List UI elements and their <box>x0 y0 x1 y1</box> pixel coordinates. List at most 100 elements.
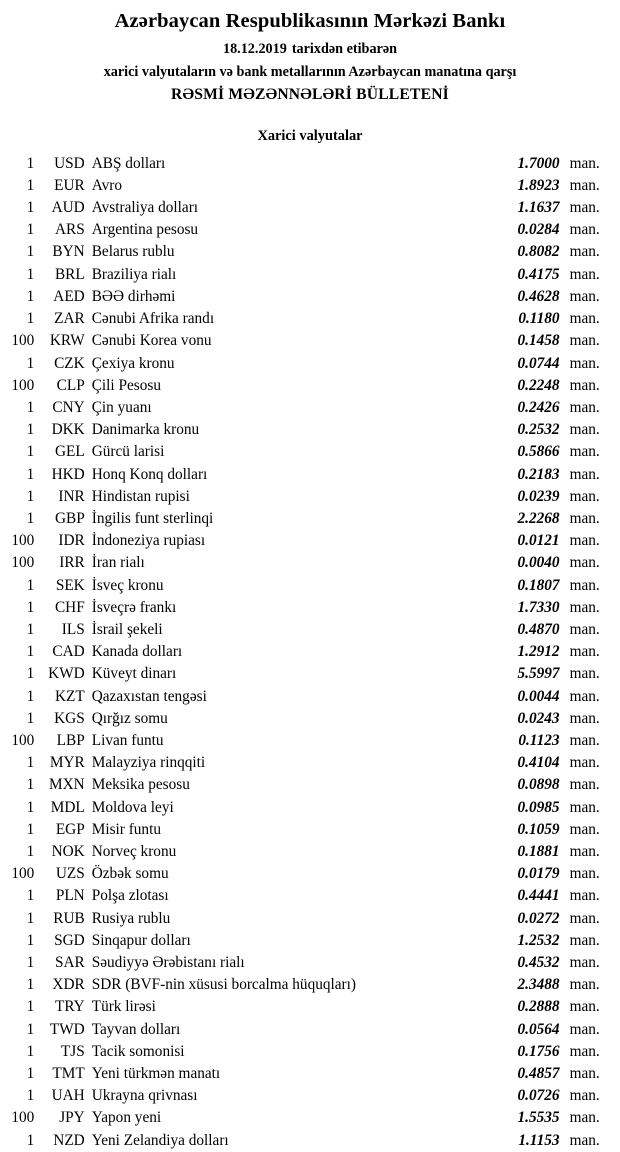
table-row: 1 EGP Misir funtu 0.1059 man. <box>0 819 620 841</box>
currency-unit: man. <box>569 643 600 661</box>
currency-code: UZS <box>55 865 85 883</box>
currency-quantity: 1 <box>26 976 35 994</box>
currency-rate: 0.0044 <box>517 687 560 705</box>
currency-quantity: 1 <box>26 776 35 794</box>
currency-quantity: 100 <box>11 376 35 394</box>
currency-unit: man. <box>569 598 600 616</box>
currency-code: LBP <box>56 731 85 749</box>
currency-rate: 2.2268 <box>517 509 560 527</box>
currency-quantity: 100 <box>11 731 35 749</box>
currency-code: SGD <box>54 931 85 949</box>
currency-unit: man. <box>569 731 600 749</box>
currency-rate: 1.5535 <box>517 1109 560 1127</box>
currency-name: İsveç kronu <box>91 576 164 594</box>
currency-unit: man. <box>569 887 600 905</box>
currency-quantity: 100 <box>11 532 35 550</box>
subject-line: xarici valyutaların və bank metallarının… <box>103 63 517 80</box>
table-row: 1 HKD Honq Konq dolları 0.2183 man. <box>0 464 620 486</box>
currency-unit: man. <box>569 1020 600 1038</box>
currency-rate: 0.4532 <box>517 953 560 971</box>
currency-quantity: 1 <box>26 465 35 483</box>
currency-quantity: 1 <box>26 931 35 949</box>
currency-name: Çin yuanı <box>91 398 152 416</box>
table-row: 1 MXN Meksika pesosu 0.0898 man. <box>0 774 620 796</box>
effective-date-line: 18.12.2019 tarixdən etibarən <box>0 41 620 58</box>
currency-unit: man. <box>569 576 600 594</box>
currency-code: KRW <box>49 332 85 350</box>
currency-unit: man. <box>569 1042 600 1060</box>
table-row: 1 NZD Yeni Zelandiya dolları 1.1153 man. <box>0 1130 620 1152</box>
currency-rate: 1.1153 <box>518 1131 560 1149</box>
currency-name: Küveyt dinarı <box>91 665 177 683</box>
currency-name: SDR (BVF-nin xüsusi borcalma hüquqları) <box>91 976 356 994</box>
currency-quantity: 1 <box>26 709 35 727</box>
currency-unit: man. <box>569 310 600 328</box>
currency-rate: 0.0898 <box>517 776 560 794</box>
currency-name: Qırğız somu <box>91 709 168 727</box>
document-header: Azərbaycan Respublikasının Mərkəzi Bankı… <box>0 0 620 104</box>
table-row: 100 JPY Yapon yeni 1.5535 man. <box>0 1107 620 1129</box>
currency-name: Rusiya rublu <box>91 909 171 927</box>
currency-rate: 0.0243 <box>517 709 560 727</box>
currency-rate: 0.1756 <box>517 1042 560 1060</box>
currency-unit: man. <box>569 221 600 239</box>
currency-code: NZD <box>53 1131 85 1149</box>
currency-rate: 0.0272 <box>517 909 560 927</box>
currency-name: Avro <box>91 176 123 194</box>
currency-rate: 0.0121 <box>517 532 560 550</box>
currency-rate: 0.0744 <box>517 354 560 372</box>
currency-rate: 0.0726 <box>517 1087 560 1105</box>
table-row: 1 TJS Tacik somonisi 0.1756 man. <box>0 1041 620 1063</box>
currency-name: Moldova leyi <box>91 798 174 816</box>
currency-unit: man. <box>569 754 600 772</box>
currency-quantity: 1 <box>26 154 35 172</box>
currency-quantity: 1 <box>26 421 35 439</box>
currency-name: Honq Konq dolları <box>91 465 208 483</box>
currency-unit: man. <box>569 820 600 838</box>
currency-name: Tacik somonisi <box>91 1042 185 1060</box>
currency-code: ARS <box>54 221 85 239</box>
currency-name: Danimarka kronu <box>91 421 200 439</box>
currency-rate: 0.0564 <box>517 1020 560 1038</box>
currency-rate: 0.1881 <box>517 842 560 860</box>
currency-name: Tayvan dolları <box>91 1020 181 1038</box>
table-row: 1 MDL Moldova leyi 0.0985 man. <box>0 797 620 819</box>
currency-name: İngilis funt sterlinqi <box>91 509 214 527</box>
currency-quantity: 1 <box>26 509 35 527</box>
currency-quantity: 1 <box>26 1020 35 1038</box>
currency-code: DKK <box>51 421 85 439</box>
currency-unit: man. <box>569 953 600 971</box>
currency-rate: 1.1637 <box>517 199 560 217</box>
currency-unit: man. <box>569 620 600 638</box>
currency-name: Çexiya kronu <box>91 354 175 372</box>
currency-rate: 0.1458 <box>517 332 560 350</box>
currency-quantity: 1 <box>26 820 35 838</box>
currency-unit: man. <box>569 243 600 261</box>
currency-name: Avstraliya dolları <box>91 199 199 217</box>
currency-code: HKD <box>51 465 85 483</box>
currency-rate: 0.1123 <box>518 731 560 749</box>
currency-code: KWD <box>48 665 85 683</box>
table-row: 1 CHF İsveçrə frankı 1.7330 man. <box>0 597 620 619</box>
currency-unit: man. <box>569 332 600 350</box>
currency-code: TJS <box>60 1042 85 1060</box>
currency-code: EGP <box>55 820 85 838</box>
currency-code: CAD <box>52 643 85 661</box>
currency-rate: 0.4175 <box>517 265 560 283</box>
currency-code: KZT <box>54 687 85 705</box>
currency-quantity: 1 <box>26 754 35 772</box>
currency-name: Qazaxıstan tengəsi <box>91 687 207 705</box>
currency-quantity: 1 <box>26 598 35 616</box>
currency-quantity: 1 <box>26 310 35 328</box>
currency-quantity: 1 <box>26 265 35 283</box>
table-row: 100 KRW Cənubi Korea vonu 0.1458 man. <box>0 330 620 352</box>
bulletin-title: RƏSMİ MƏZƏNNƏLƏRİ BÜLLETENİ <box>171 85 449 103</box>
currency-quantity: 1 <box>26 199 35 217</box>
currency-quantity: 1 <box>26 576 35 594</box>
currency-unit: man. <box>569 532 600 550</box>
table-row: 1 KZT Qazaxıstan tengəsi 0.0044 man. <box>0 686 620 708</box>
currency-unit: man. <box>569 421 600 439</box>
currency-rate: 0.4104 <box>517 754 560 772</box>
currency-code: USD <box>54 154 85 172</box>
currency-name: Səudiyyə Ərəbistanı rialı <box>91 953 245 971</box>
